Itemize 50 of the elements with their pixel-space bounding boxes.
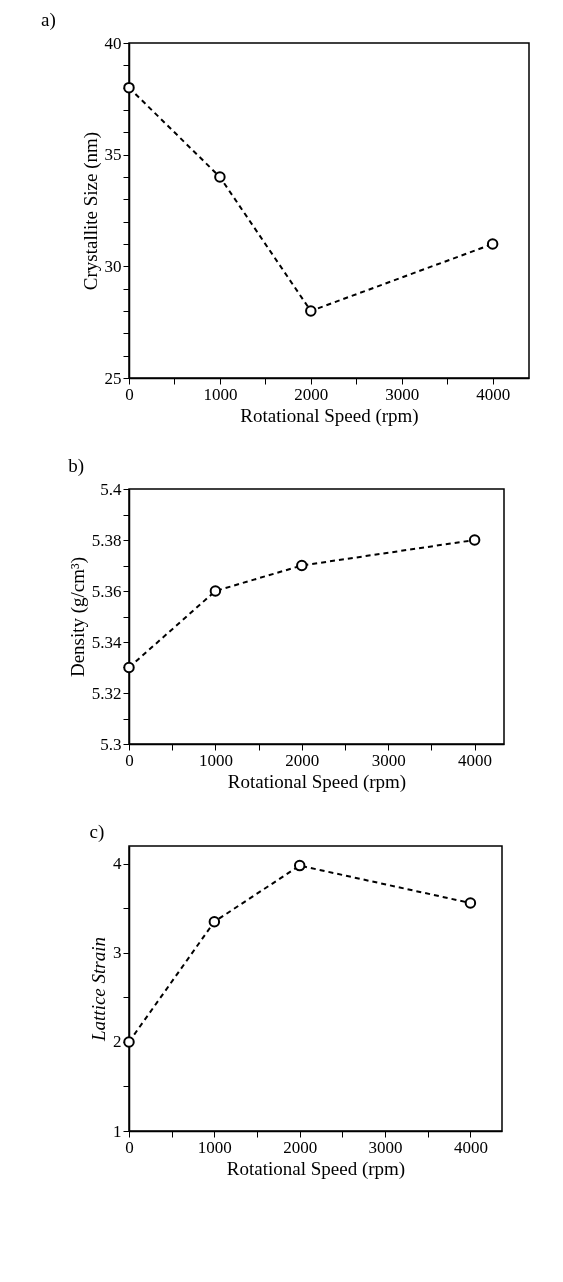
point [305,305,317,317]
y-tick-label: 5.3 [100,734,122,754]
x-tick-label: 2000 [283,1137,318,1157]
x-axis-title: Rotational Speed (rpm) [226,1157,406,1180]
point [486,238,499,250]
y-tick-label: 4 [113,854,122,874]
x-tick-label: 2000 [285,750,320,770]
x-tick-label: 1000 [203,384,238,404]
y-tick-label: 30 [104,256,122,276]
point [123,1036,135,1048]
x-tick-label: 1000 [198,750,233,770]
x-tick-label: 4000 [453,1137,488,1157]
y-tick-label: 35 [104,145,122,165]
point [296,559,308,572]
x-tick-label: 4000 [458,750,493,770]
x-tick-label: 4000 [476,384,511,404]
point [468,534,481,546]
chart-title: a) [41,9,56,31]
y-tick-label: 5.36 [91,581,122,601]
point [214,171,226,183]
x-axis-title: Rotational Speed (rpm) [240,404,419,427]
x-tick-label: 3000 [371,750,406,770]
chart-title: c) [89,821,105,843]
x-tick-label: 2000 [294,384,329,404]
y-tick-label: 1 [113,1121,122,1141]
y-tick-label: 5.38 [91,530,122,550]
point [123,81,135,94]
x-tick-label: 0 [125,1137,134,1157]
y-axis-title: Crystallite Size (nm) [79,131,102,291]
y-tick-label: 5.32 [91,683,122,703]
y-tick-label: 40 [104,33,122,53]
y-tick-label: 5.34 [91,632,122,652]
y-tick-label: 2 [113,1032,122,1052]
y-axis-title: Density (g/cm³) [66,556,89,678]
x-tick-label: 3000 [368,1137,403,1157]
point [293,859,306,872]
chart-title: b) [68,455,85,477]
x-tick-label: 1000 [197,1137,232,1157]
x-tick-label: 0 [125,750,134,770]
point [209,585,222,597]
y-axis-title: Lattice Strain [88,937,109,1042]
x-axis-title: Rotational Speed (rpm) [227,770,407,793]
y-tick-label: 5.4 [100,479,122,499]
point [123,661,135,674]
x-tick-label: 3000 [385,384,420,404]
y-tick-label: 3 [113,943,122,963]
point [464,897,477,909]
point [208,915,221,928]
x-tick-label: 0 [125,384,134,404]
y-tick-label: 25 [104,368,122,388]
